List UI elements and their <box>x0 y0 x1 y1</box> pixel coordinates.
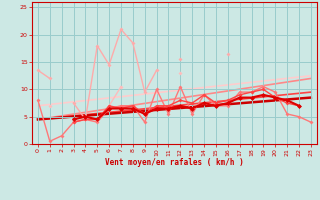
X-axis label: Vent moyen/en rafales ( km/h ): Vent moyen/en rafales ( km/h ) <box>105 158 244 167</box>
